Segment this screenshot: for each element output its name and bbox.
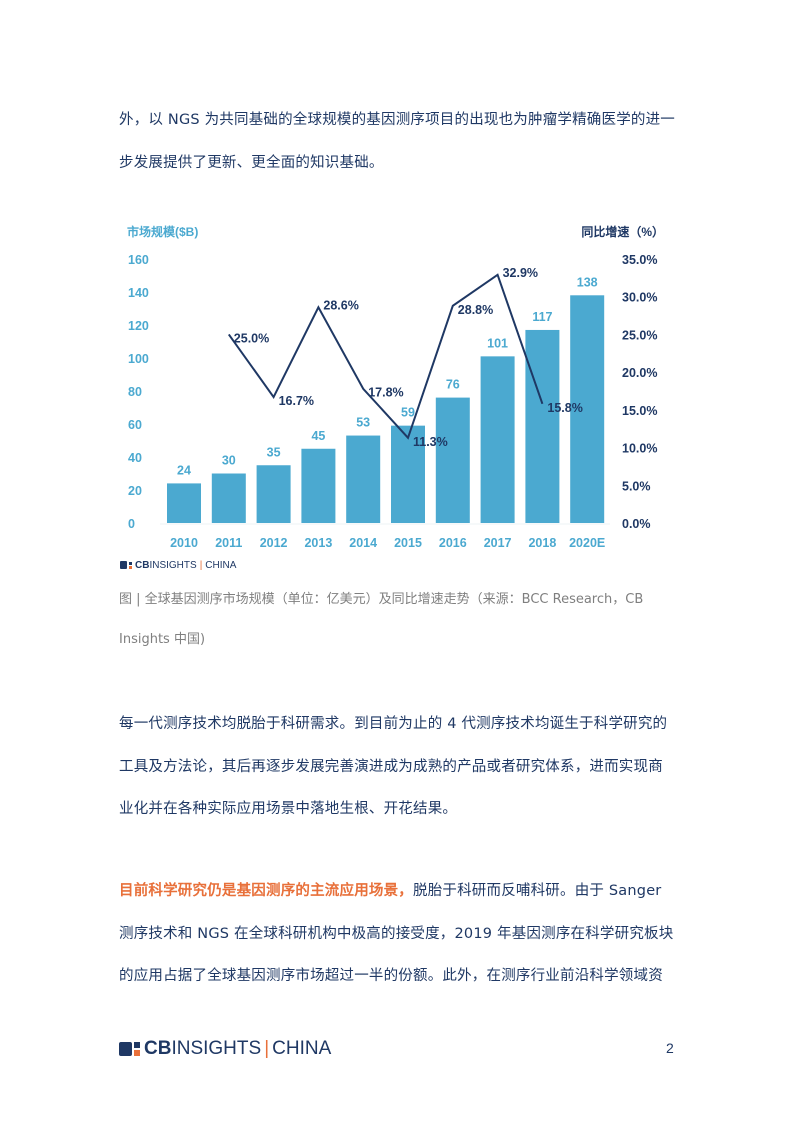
bar-value-label: 24 [177, 463, 191, 477]
bar-value-label: 117 [532, 310, 552, 324]
category-label: 2011 [215, 536, 242, 550]
right-tick-label: 5.0% [622, 479, 651, 493]
growth-rate-label: 16.7% [279, 394, 314, 408]
bar-value-label: 30 [222, 454, 236, 468]
cb-logo-icon [120, 561, 132, 569]
right-tick-label: 30.0% [622, 291, 657, 305]
bar-value-label: 53 [356, 416, 370, 430]
growth-rate-label: 28.8% [458, 303, 493, 317]
bar-value-label: 101 [487, 336, 508, 350]
bar-2012 [256, 465, 291, 523]
growth-rate-line [227, 273, 544, 440]
growth-rate-label: 32.9% [503, 266, 538, 280]
bar-2013 [301, 448, 336, 523]
bar-2011 [211, 473, 246, 523]
category-label: 2014 [349, 536, 377, 550]
growth-rate-label: 11.3% [413, 435, 448, 449]
figure-caption-line-2: Insights 中国) [119, 632, 206, 647]
market-size-chart: 市场规模($B) 同比增速（%） 0 20 40 60 80 100 120 140 160 0.0%… [0, 0, 793, 560]
footer-logo-china: CHINA [272, 1038, 332, 1059]
intro-line-1: 外，以 NGS 为共同基础的全球规模的基因测序项目的出现也为肿瘤学精确医学的进一 [119, 112, 676, 128]
bar-value-label: 35 [267, 445, 281, 459]
paragraph-2-line-2: 工具及方法论，其后再逐步发展完善演进成为成熟的产品或者研究体系，进而实现商 [119, 759, 663, 775]
bar-2010 [167, 483, 201, 523]
category-label: 2015 [394, 536, 422, 550]
right-axis-title: 同比增速（%） [581, 224, 664, 239]
footer-logo-cb: CB [144, 1038, 172, 1059]
right-tick-label: 35.0% [622, 253, 657, 267]
right-tick-label: 25.0% [622, 328, 657, 342]
bar-2017 [480, 356, 515, 523]
left-tick-label: 80 [128, 385, 142, 399]
logo-cb: CB [135, 559, 150, 571]
left-tick-label: 140 [128, 286, 149, 300]
growth-rate-label: 17.8% [368, 386, 403, 400]
paragraph-3-line-2: 测序技术和 NGS 在全球科研机构中极高的接受度，2019 年基因测序在科学研究… [119, 926, 674, 942]
logo-insights: INSIGHTS [149, 559, 197, 571]
growth-rate-label: 25.0% [234, 331, 269, 345]
paragraph-3-line-1-rest: 脱胎于科研而反哺科研。由于 Sanger [413, 883, 662, 899]
category-label: 2020E [569, 536, 605, 550]
figure-caption-line-1: 图 | 全球基因测序市场规模（单位：亿美元）及同比增速走势（来源：BCC Res… [119, 592, 644, 607]
logo-sep: | [199, 559, 203, 571]
footer-logo: CB INSIGHTS | CHINA [119, 1038, 331, 1060]
growth-rate-label: 15.8% [547, 401, 582, 415]
paragraph-3-line-1: 目前科学研究仍是基因测序的主流应用场景，脱胎于科研而反哺科研。由于 Sanger [119, 879, 679, 900]
cb-logo-icon [119, 1042, 140, 1056]
category-label: 2017 [484, 536, 512, 550]
bar-value-label: 45 [311, 429, 325, 443]
left-axis-title: 市场规模($B) [127, 224, 198, 239]
right-tick-label: 0.0% [622, 517, 651, 531]
bar-value-label: 76 [446, 378, 460, 392]
category-label: 2012 [260, 536, 288, 550]
paragraph-3-line-3: 的应用占据了全球基因测序市场超过一半的份额。此外，在测序行业前沿科学领域资 [119, 968, 663, 984]
category-label: 2010 [170, 536, 198, 550]
paragraph-2-line-3: 业化并在各种实际应用场景中落地生根、开花结果。 [119, 801, 458, 817]
bar-2018 [525, 329, 560, 523]
category-label: 2018 [528, 536, 556, 550]
footer-logo-insights: INSIGHTS [171, 1038, 262, 1059]
left-tick-label: 100 [128, 352, 149, 366]
chart-source-logo: CB INSIGHTS | CHINA [120, 559, 236, 571]
bar-2020E [570, 295, 605, 523]
category-label: 2016 [439, 536, 467, 550]
chart-canvas: 市场规模($B) 同比增速（%） 0 20 40 60 80 100 120 140 160 0.0%… [127, 224, 664, 550]
bar-2014 [346, 435, 381, 523]
bar-value-label: 138 [577, 275, 598, 289]
bar-2016 [435, 397, 470, 523]
left-tick-label: 160 [128, 253, 149, 267]
intro-line-2: 步发展提供了更新、更全面的知识基础。 [119, 155, 384, 171]
left-tick-label: 60 [128, 418, 142, 432]
left-tick-label: 20 [128, 484, 142, 498]
page-number: 2 [666, 1040, 674, 1056]
category-label: 2013 [304, 536, 332, 550]
footer-logo-sep: | [264, 1038, 270, 1059]
left-tick-label: 0 [128, 517, 135, 531]
logo-china: CHINA [205, 559, 237, 571]
bar-2015 [391, 425, 425, 523]
bar-value-label: 59 [401, 406, 415, 420]
right-tick-label: 15.0% [622, 404, 657, 418]
highlight-text: 目前科学研究仍是基因测序的主流应用场景， [119, 883, 413, 899]
left-tick-label: 120 [128, 319, 149, 333]
paragraph-2-line-1: 每一代测序技术均脱胎于科研需求。到目前为止的 4 代测序技术均诞生于科学研究的 [119, 716, 668, 732]
left-tick-label: 40 [128, 451, 142, 465]
growth-rate-label: 28.6% [323, 298, 358, 312]
right-tick-label: 20.0% [622, 366, 657, 380]
right-tick-label: 10.0% [622, 442, 657, 456]
